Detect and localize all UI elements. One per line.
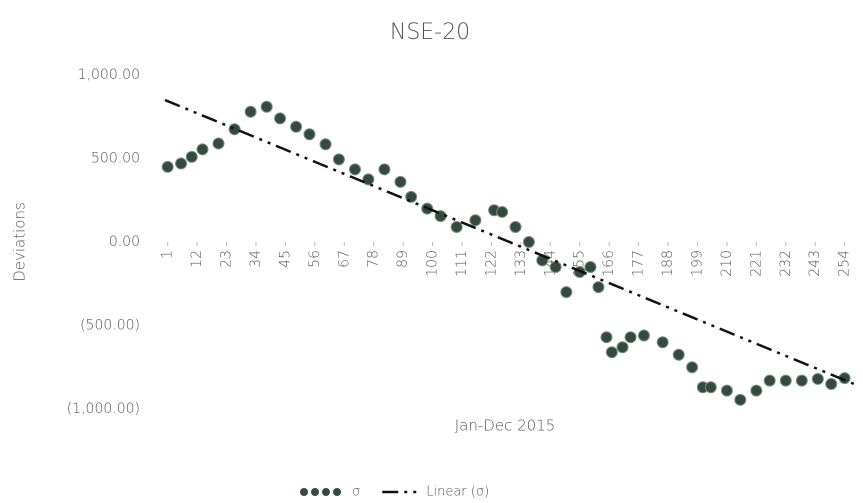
data-point [704,381,717,394]
data-point [161,160,174,173]
x-tick-label: 188 [660,250,676,277]
x-tick-label: 199 [689,250,705,277]
data-point [656,336,669,349]
data-point [185,150,198,163]
x-tick-label: 133 [513,250,529,277]
data-point [348,163,361,176]
data-point [196,143,209,156]
data-point [244,105,257,118]
data-point [450,220,463,233]
x-tick-label: 210 [719,250,735,277]
data-point [686,361,699,374]
x-tick-label: 243 [807,250,823,277]
x-tick-label: 67 [336,250,352,268]
data-point [274,112,287,125]
data-point [750,384,763,397]
data-point [319,138,332,151]
data-point [763,374,776,387]
x-tick-label: 12 [189,250,205,268]
x-tick-label: 111 [454,250,470,277]
trendline [164,98,859,387]
data-point [522,236,535,248]
data-point [290,120,303,133]
data-point [616,341,629,354]
data-point [624,331,637,344]
legend-swatch [333,488,341,496]
legend-swatch [322,488,330,496]
y-tick-label: 1,000.00 [78,67,140,83]
data-point [362,173,375,186]
x-tick-label: 122 [483,250,499,277]
x-tick-label: 100 [425,250,441,277]
data-point [509,220,522,233]
data-point [212,137,225,150]
data-point [469,214,482,227]
legend-label: Linear (σ) [426,485,489,500]
x-tick-label: 221 [748,250,764,277]
y-tick-label: (500.00) [80,318,140,334]
data-point [592,281,605,294]
legend-label: σ [352,485,360,500]
data-point [605,346,618,359]
data-point [260,100,273,113]
data-point [175,157,188,170]
x-tick-label: 254 [837,250,853,277]
x-tick-label: 1 [160,250,176,259]
data-point [779,374,792,387]
data-point [332,153,345,166]
data-point [303,128,316,141]
x-tick-label: 56 [307,250,323,268]
y-tick-label: 500.00 [91,151,140,167]
data-point [228,123,241,136]
x-tick-label: 34 [248,250,264,268]
data-point [637,329,650,342]
x-tick-label: 166 [601,250,617,277]
data-point [378,163,391,176]
data-point [496,205,509,218]
x-tick-label: 89 [395,250,411,268]
y-axis-label: Deviations [11,202,29,282]
data-point [795,374,808,387]
chart-title: NSE-20 [390,20,470,45]
x-tick-label: 232 [778,250,794,277]
data-point [560,286,573,299]
data-point [549,261,562,274]
data-point [584,261,597,274]
legend-swatch [311,488,319,496]
y-tick-label: (1,000.00) [67,401,140,417]
y-tick-label: 0.00 [109,234,140,250]
x-tick-label: 23 [219,250,235,268]
data-point [734,393,747,406]
data-point [811,372,824,385]
legend-swatch [300,488,308,496]
x-tick-label: 177 [631,250,647,277]
x-axis-label: Jan-Dec 2015 [455,417,556,435]
data-point [600,331,613,344]
data-point [672,348,685,361]
x-tick-label: 45 [277,250,293,268]
data-point [720,384,733,397]
x-tick-label: 78 [366,250,382,268]
data-point [394,175,407,188]
data-point [825,377,838,390]
